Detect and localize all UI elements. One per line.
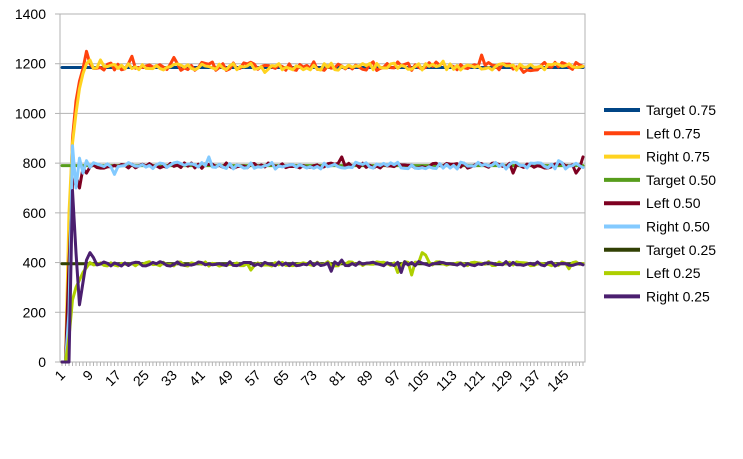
series-line-right-0-50 [60, 144, 585, 364]
legend-label-target-0-50: Target 0.50 [646, 172, 716, 188]
legend-label-right-0-50: Right 0.50 [646, 219, 710, 235]
legend-label-target-0-25: Target 0.25 [646, 242, 716, 258]
x-tick-label: 97 [381, 367, 403, 389]
y-tick-label: 1200 [15, 56, 46, 72]
legend-label-target-0-75: Target 0.75 [646, 102, 716, 118]
x-tick-label: 17 [102, 367, 124, 389]
x-tick-label: 25 [130, 367, 152, 389]
series-line-right-0-25 [60, 188, 585, 364]
x-tick-label: 1 [51, 367, 68, 384]
x-tick-label: 145 [544, 367, 572, 395]
y-tick-label: 1400 [15, 6, 46, 22]
x-tick-label: 73 [298, 367, 320, 389]
x-tick-label: 105 [404, 367, 432, 395]
y-tick-label: 600 [23, 205, 47, 221]
x-tick-label: 49 [214, 367, 236, 389]
x-tick-label: 129 [488, 367, 516, 395]
series-line-right-0-75 [60, 58, 585, 364]
x-tick-label: 33 [158, 367, 180, 389]
legend-label-right-0-75: Right 0.75 [646, 149, 710, 165]
y-tick-label: 800 [23, 155, 47, 171]
x-tick-label: 41 [186, 367, 208, 389]
x-tick-label: 57 [242, 367, 264, 389]
x-tick-label: 137 [516, 367, 544, 395]
legend-label-left-0-50: Left 0.50 [646, 195, 701, 211]
y-tick-label: 1000 [15, 105, 46, 121]
x-tick-label: 81 [326, 367, 348, 389]
legend-label-right-0-25: Right 0.25 [646, 288, 710, 304]
x-tick-label: 121 [460, 367, 488, 395]
x-tick-label: 113 [433, 367, 460, 394]
plot-area [59, 13, 586, 363]
legend-label-left-0-25: Left 0.25 [646, 265, 701, 281]
x-tick-label: 89 [353, 367, 375, 389]
y-tick-label: 0 [38, 354, 46, 370]
x-tick-label: 65 [270, 367, 292, 389]
x-tick-label: 9 [79, 367, 96, 384]
legend-label-left-0-75: Left 0.75 [646, 125, 701, 141]
y-tick-label: 200 [23, 304, 47, 320]
y-tick-label: 400 [23, 255, 47, 271]
